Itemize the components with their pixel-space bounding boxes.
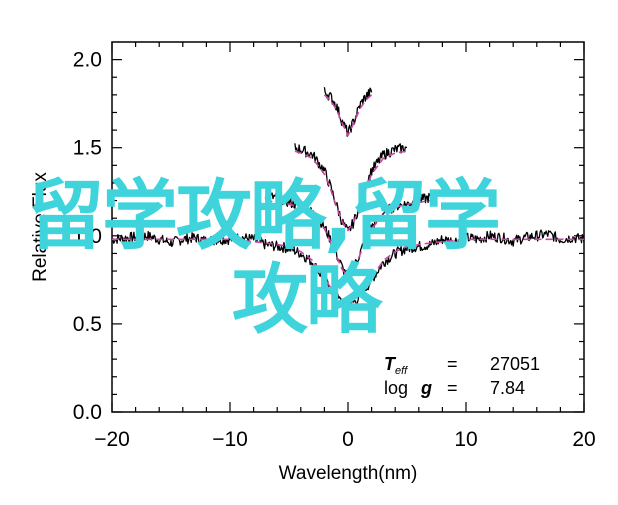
teff-subscript: eff <box>395 365 408 377</box>
model-fit-line <box>294 150 408 232</box>
observed-spectrum-line <box>294 143 408 232</box>
logg-value: 7.84 <box>490 378 525 398</box>
x-axis-title: Wavelength(nm) <box>279 463 418 484</box>
y-tick-label: 1.5 <box>73 137 102 160</box>
teff-symbol: T <box>384 354 397 374</box>
observed-spectrum-line <box>264 192 432 278</box>
model-fit-line <box>265 199 431 278</box>
watermark-line-1: 留学攻略,留学 <box>28 171 501 260</box>
logg-annotation: log g = 7.84 <box>384 378 525 398</box>
teff-equals: = <box>447 354 458 374</box>
x-tick-label: 0 <box>342 428 354 451</box>
logg-g: g <box>420 378 432 398</box>
y-axis-title: Relative Flux <box>30 172 51 282</box>
x-tick-label: 20 <box>572 428 595 451</box>
x-tick-label: 10 <box>454 428 477 451</box>
series-layer <box>111 87 585 310</box>
y-tick-label: 2.0 <box>73 49 102 72</box>
model-fit-line <box>112 238 584 304</box>
watermark-line-2: 攻略 <box>232 255 382 344</box>
logg-label: log <box>384 378 408 398</box>
teff-annotation: T eff = 27051 <box>384 354 540 377</box>
x-tick-label: −10 <box>212 428 248 451</box>
teff-value: 27051 <box>490 354 540 374</box>
model-fit-line <box>323 94 373 137</box>
observed-spectrum-line <box>323 87 373 137</box>
y-tick-label: 0.5 <box>73 313 102 336</box>
y-tick-label: 1.0 <box>73 225 102 248</box>
y-tick-label: 0.0 <box>73 401 102 424</box>
x-tick-label: −20 <box>94 428 130 451</box>
axis-ticks: −20 −10 0 10 20 0.0 0.5 1.0 1.5 2.0 <box>73 42 596 451</box>
logg-equals: = <box>447 378 458 398</box>
